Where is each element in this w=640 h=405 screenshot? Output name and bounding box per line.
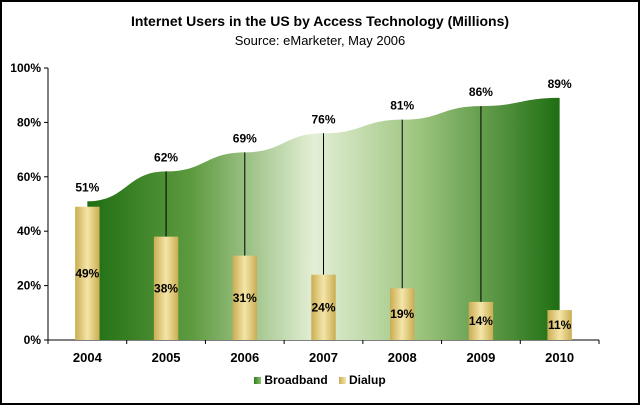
chart-legend: Broadband Dialup	[2, 373, 638, 387]
broadband-data-label: 62%	[154, 150, 178, 164]
x-tick-label: 2009	[466, 350, 495, 365]
y-tick-label: 0%	[24, 333, 42, 347]
legend-swatch-broadband	[254, 377, 262, 385]
chart-title: Internet Users in the US by Access Techn…	[130, 13, 510, 29]
broadband-data-label: 86%	[469, 85, 493, 99]
y-tick-label: 40%	[17, 224, 41, 238]
dialup-data-label: 11%	[548, 318, 572, 332]
dialup-data-label: 14%	[469, 314, 493, 328]
legend-item-dialup: Dialup	[339, 373, 386, 387]
x-tick-label: 2008	[388, 350, 417, 365]
y-tick-label: 20%	[17, 279, 41, 293]
y-tick-label: 60%	[17, 170, 41, 184]
dialup-bar	[153, 236, 179, 340]
dialup-bar	[547, 310, 572, 340]
x-tick-label: 2007	[309, 350, 338, 365]
dialup-bar	[390, 288, 415, 340]
x-tick-label: 2005	[152, 350, 181, 365]
x-tick-label: 2010	[545, 350, 574, 365]
x-tick-label: 2004	[73, 350, 103, 365]
dialup-bar	[468, 301, 494, 340]
x-tick-label: 2006	[230, 350, 259, 365]
broadband-data-label: 81%	[390, 99, 414, 113]
y-tick-label: 100%	[10, 61, 41, 75]
dialup-bar	[311, 274, 336, 340]
broadband-data-label: 69%	[233, 131, 257, 145]
legend-item-broadband: Broadband	[254, 373, 328, 387]
dialup-bar	[232, 255, 257, 340]
broadband-data-label: 76%	[311, 112, 335, 126]
broadband-data-label: 89%	[548, 77, 572, 91]
legend-label-broadband: Broadband	[264, 373, 328, 387]
dialup-data-label: 49%	[75, 266, 99, 280]
dialup-data-label: 19%	[390, 307, 414, 321]
dialup-data-label: 31%	[233, 291, 257, 305]
broadband-data-label: 51%	[75, 180, 99, 194]
chart-subtitle: Source: eMarketer, May 2006	[234, 33, 406, 48]
dialup-bar	[75, 206, 100, 340]
dialup-data-label: 38%	[154, 281, 178, 295]
dialup-data-label: 24%	[311, 300, 335, 314]
legend-label-dialup: Dialup	[349, 373, 386, 387]
legend-swatch-dialup	[339, 377, 346, 385]
y-tick-label: 80%	[17, 115, 41, 129]
